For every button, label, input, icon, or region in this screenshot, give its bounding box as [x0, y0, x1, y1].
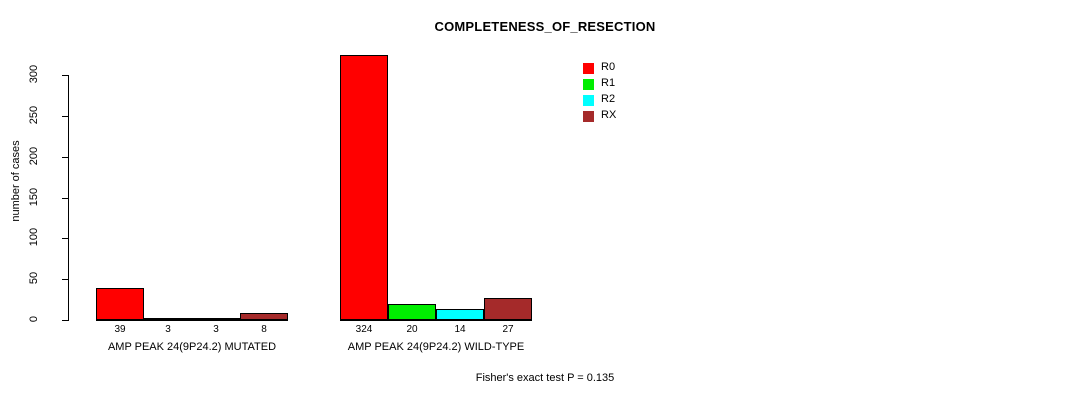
y-axis-tick-label: 250	[28, 105, 40, 125]
bar-count-label: 3	[165, 324, 171, 335]
bar-rx[interactable]	[484, 297, 532, 320]
legend-color-swatch	[583, 95, 594, 106]
bar-r2[interactable]	[436, 308, 484, 320]
y-axis-tick-label: 150	[28, 187, 40, 206]
bar-rx[interactable]	[240, 313, 288, 320]
y-axis-tick-label: 100	[28, 228, 40, 247]
bar-r1[interactable]	[144, 317, 192, 320]
bar-count-label: 14	[454, 324, 466, 335]
y-axis-tick-label: 300	[28, 64, 40, 84]
y-axis-tick	[62, 320, 68, 321]
y-axis-tick	[62, 156, 68, 158]
y-axis-tick-label: 0	[28, 315, 40, 323]
y-axis-tick	[62, 197, 68, 199]
bar-count-label: 3	[213, 324, 219, 335]
statistical-test-note: Fisher's exact test P = 0.135	[475, 372, 615, 384]
group-baseline	[96, 320, 288, 321]
bar-group: 324 20 14 27 AMP PEAK 24(9P24.2) WILD-TYPE	[340, 0, 532, 400]
y-axis-tick	[62, 279, 68, 281]
legend-color-swatch	[583, 63, 594, 74]
legend-label: R2	[601, 93, 616, 105]
bar-r2[interactable]	[192, 317, 240, 320]
y-axis-tick	[62, 238, 68, 240]
y-axis-tick-label: 200	[28, 146, 40, 165]
bar-r0[interactable]	[340, 55, 388, 320]
bar-count-label: 8	[261, 324, 267, 335]
group-baseline	[340, 320, 532, 321]
legend-label: RX	[601, 109, 617, 121]
y-axis-tick-label: 50	[28, 272, 40, 285]
y-axis-tick	[62, 75, 68, 76]
bar-r1[interactable]	[388, 303, 436, 320]
bar-count-label: 20	[406, 324, 418, 335]
group-axis-label: AMP PEAK 24(9P24.2) MUTATED	[107, 341, 277, 353]
bar-group: 39 3 3 8 AMP PEAK 24(9P24.2) MUTATED	[96, 0, 288, 400]
y-axis-title: number of cases	[10, 140, 22, 222]
legend-color-swatch	[583, 111, 594, 122]
group-axis-label: AMP PEAK 24(9P24.2) WILD-TYPE	[347, 341, 525, 353]
legend-color-swatch	[583, 79, 594, 90]
bar-count-label: 27	[502, 324, 514, 335]
legend-label: R0	[601, 61, 616, 73]
legend-label: R1	[601, 77, 616, 89]
bar-count-label: 39	[114, 324, 126, 335]
chart-title: COMPLETENESS_OF_RESECTION	[434, 19, 656, 34]
bar-r0[interactable]	[96, 288, 144, 320]
y-axis-tick	[62, 115, 68, 117]
bar-count-label: 324	[355, 324, 373, 335]
y-axis-line	[68, 75, 69, 321]
